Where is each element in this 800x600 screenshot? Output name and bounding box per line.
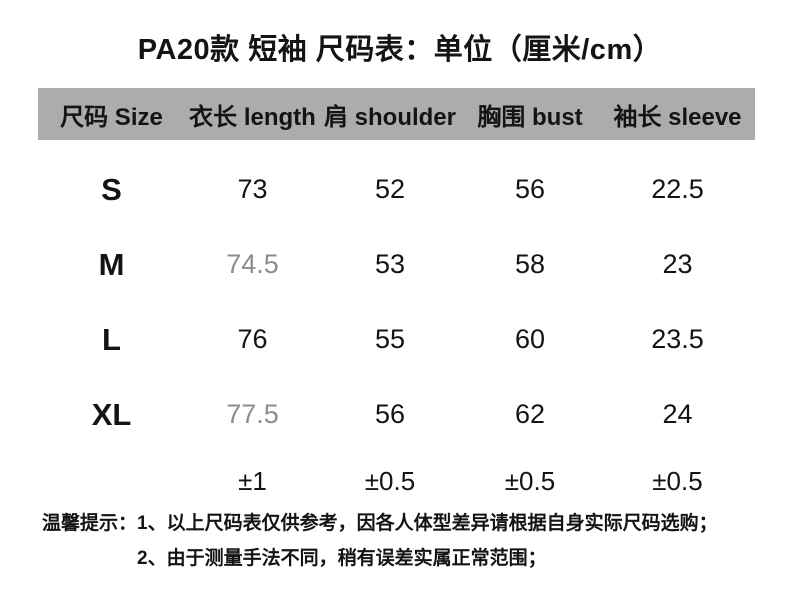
- note-line-1: 温馨提示：1、以上尺码表仅供参考，因各人体型差异请根据自身实际尺码选购；: [42, 512, 718, 536]
- notes-prefix: 温馨提示：: [42, 513, 138, 534]
- column-header-length: 衣长 length: [189, 103, 316, 131]
- shoulder-value: 56: [374, 399, 406, 429]
- sleeve-value: 22.5: [651, 174, 704, 204]
- table-header-row: 尺码 Size 衣长 length 肩 shoulder 胸围 bust 袖长 …: [38, 88, 755, 140]
- size-label: XL: [91, 396, 132, 432]
- shoulder-tolerance: ±0.5: [364, 465, 416, 496]
- bust-value: 62: [514, 399, 546, 429]
- size-label: L: [102, 321, 121, 357]
- bust-value: 60: [514, 324, 546, 354]
- notes-block: 温馨提示：1、以上尺码表仅供参考，因各人体型差异请根据自身实际尺码选购； 2、由…: [42, 512, 718, 571]
- page-title: PA20款 短袖 尺码表：单位（厘米/cm）: [137, 34, 663, 66]
- size-label: S: [101, 171, 122, 207]
- sleeve-tolerance: ±0.5: [652, 465, 703, 496]
- shoulder-value: 52: [374, 174, 406, 204]
- sleeve-value: 23: [662, 249, 693, 279]
- sleeve-value: 24: [662, 399, 693, 429]
- length-value: 77.5: [226, 399, 279, 429]
- table-row-s: S 73 52 56 22.5: [38, 152, 755, 227]
- note-text-2: 2、由于测量手法不同，稍有误差实属正常范围；: [137, 548, 547, 569]
- table-body: S 73 52 56 22.5 M 74.5 53 58 23 L 76 55 …: [38, 152, 755, 510]
- table-row-m: M 74.5 53 58 23: [38, 227, 755, 302]
- length-value: 74.5: [226, 249, 279, 279]
- bust-value: 56: [514, 174, 546, 204]
- column-header-sleeve: 袖长 sleeve: [613, 103, 742, 131]
- size-label: M: [98, 246, 125, 282]
- column-header-shoulder: 肩 shoulder: [323, 103, 456, 131]
- length-tolerance: ±1: [238, 465, 267, 496]
- bust-tolerance: ±0.5: [504, 465, 556, 496]
- table-row-l: L 76 55 60 23.5: [38, 302, 755, 377]
- column-header-size: 尺码 Size: [60, 103, 163, 131]
- length-value: 73: [237, 174, 268, 204]
- column-header-bust: 胸围 bust: [477, 103, 583, 131]
- table-row-xl: XL 77.5 56 62 24: [38, 377, 755, 452]
- note-line-2: 2、由于测量手法不同，稍有误差实属正常范围；: [42, 547, 718, 571]
- length-value: 76: [237, 324, 268, 354]
- shoulder-value: 53: [374, 249, 406, 279]
- note-text-1: 1、以上尺码表仅供参考，因各人体型差异请根据自身实际尺码选购；: [137, 513, 718, 534]
- sleeve-value: 23.5: [651, 324, 704, 354]
- size-table: 尺码 Size 衣长 length 肩 shoulder 胸围 bust 袖长 …: [38, 88, 755, 510]
- tolerance-row: ±1 ±0.5 ±0.5 ±0.5: [38, 452, 755, 510]
- bust-value: 58: [514, 249, 546, 279]
- shoulder-value: 55: [374, 324, 406, 354]
